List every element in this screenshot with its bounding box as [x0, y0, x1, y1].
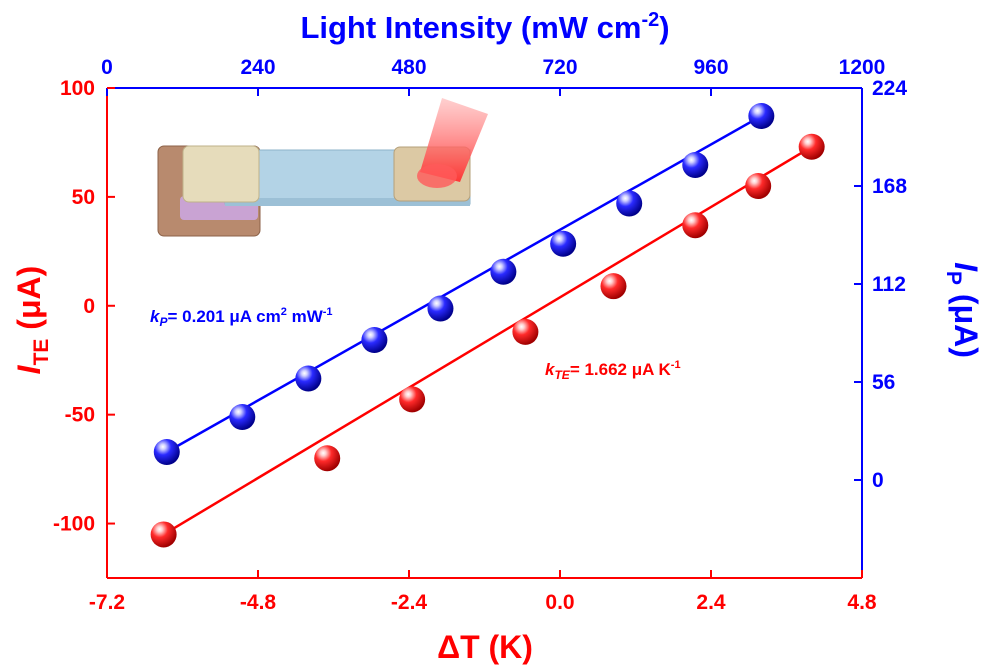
- left-tick-label: -50: [65, 404, 95, 427]
- data-point: [748, 103, 775, 129]
- right-tick-label: 224: [872, 77, 907, 100]
- data-point: [150, 521, 177, 548]
- data-point: [600, 273, 627, 300]
- left-tick-label: 100: [60, 77, 95, 100]
- series-ip: [153, 103, 775, 465]
- left-tick-label: 0: [83, 295, 95, 318]
- data-point: [798, 133, 825, 160]
- top-axis-title: Light Intensity (mW cm-2): [300, 9, 669, 45]
- device-channel-edge: [225, 198, 470, 206]
- data-point: [682, 152, 709, 178]
- series-ite: [150, 133, 825, 548]
- right-tick-label: 168: [872, 175, 907, 198]
- data-point: [427, 295, 454, 322]
- light-beam: [420, 98, 488, 182]
- fit-line: [162, 145, 813, 536]
- top-tick-label: 0: [101, 56, 113, 79]
- data-point: [314, 445, 341, 472]
- device-left-electrode: [182, 145, 260, 203]
- top-tick-label: 480: [391, 56, 426, 79]
- fit-line: [166, 114, 762, 454]
- data-point: [745, 173, 772, 199]
- bottom-tick-label: -2.4: [391, 591, 428, 614]
- top-tick-label: 1200: [839, 56, 886, 79]
- top-tick-label: 720: [542, 56, 577, 79]
- data-point: [399, 386, 426, 413]
- top-tick-label: 960: [693, 56, 728, 79]
- data-point: [490, 258, 517, 285]
- bottom-tick-label: -4.8: [240, 591, 277, 614]
- data-point: [153, 439, 180, 465]
- bottom-tick-label: 0.0: [545, 591, 574, 614]
- bottom-tick-label: 4.8: [847, 591, 877, 614]
- left-axis-title: ITE (μA): [11, 266, 53, 375]
- right-tick-label: 0: [872, 469, 884, 492]
- data-point: [512, 318, 539, 345]
- data-point: [682, 212, 709, 239]
- bottom-tick-label: 2.4: [696, 591, 726, 614]
- right-tick-label: 112: [872, 273, 906, 296]
- top-axis-ticks: 0 240 480 720 960 1200: [101, 56, 885, 96]
- light-spot: [417, 164, 457, 188]
- left-tick-label: -100: [53, 513, 95, 536]
- annotation-kp: kP= 0.201 μA cm2 mW-1: [150, 306, 333, 329]
- data-point: [550, 230, 577, 257]
- bottom-tick-label: -7.2: [89, 591, 125, 614]
- device-illustration: [157, 98, 488, 237]
- left-tick-label: 50: [72, 186, 95, 209]
- top-tick-label: 240: [240, 56, 275, 79]
- data-point: [229, 404, 256, 430]
- annotation-kte: kTE= 1.662 μA K-1: [545, 359, 681, 382]
- data-point: [295, 365, 322, 392]
- data-point: [616, 190, 643, 217]
- left-axis-ticks: 100 50 0 -50 -100: [53, 77, 115, 536]
- bottom-axis-ticks: -7.2 -4.8 -2.4 0.0 2.4 4.8: [89, 570, 877, 614]
- data-point: [361, 327, 388, 353]
- bottom-axis-title: ΔT (K): [437, 629, 533, 665]
- right-axis-ticks: 224 168 112 56 0: [854, 77, 907, 492]
- right-axis-title: IP (μA): [942, 262, 984, 358]
- right-tick-label: 56: [872, 371, 895, 394]
- plot-frame: [106, 87, 863, 579]
